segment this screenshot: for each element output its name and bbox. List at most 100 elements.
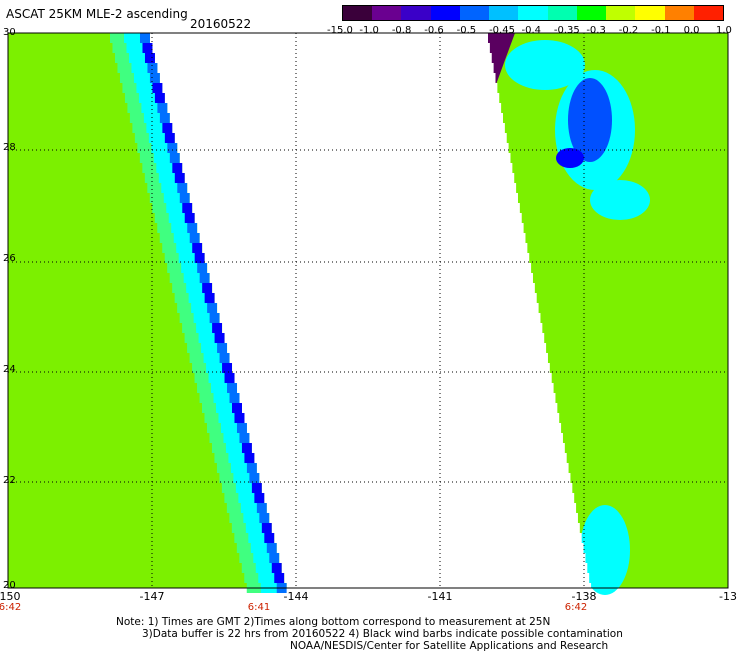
swath-band [169, 273, 192, 283]
colorbar-swatch [518, 6, 548, 20]
colorbar-swatch [430, 6, 460, 20]
swath-gap [460, 193, 518, 203]
swath-band [234, 413, 245, 423]
swath-gap [184, 173, 308, 183]
swath-band [226, 503, 249, 513]
swath-band [158, 173, 177, 183]
swath-gap [249, 433, 308, 443]
swath-band [164, 253, 187, 263]
swath-band [243, 513, 262, 523]
swath-gap [460, 113, 503, 123]
swath-right [460, 33, 728, 595]
swath-band [157, 103, 168, 113]
swath-band [127, 103, 150, 113]
swath-gap [271, 523, 308, 533]
swath-band [139, 153, 162, 163]
swath-gap [194, 213, 308, 223]
swath-gap [259, 473, 308, 483]
colorbar-swatch [401, 6, 431, 20]
swath-band [179, 313, 202, 323]
swath-band [157, 223, 180, 233]
swath-band [124, 93, 147, 103]
swath-band [159, 233, 182, 243]
swath-gap [460, 403, 558, 413]
x-tick-label: -150 [0, 590, 21, 603]
y-tick-label: 20 [3, 580, 16, 591]
swath-gap [460, 293, 537, 303]
colorbar-label: 0.0 [683, 25, 700, 36]
swath-band [218, 413, 237, 423]
swath-band [161, 183, 180, 193]
pass-time-label: 6:42 [564, 602, 588, 613]
x-tick-label: -13 [719, 590, 737, 603]
colorbar-swatch [635, 6, 665, 20]
swath-gap [460, 563, 588, 573]
swath-band [188, 293, 207, 303]
swath-gap [460, 413, 560, 423]
colorbar-label: -15.0 [327, 25, 353, 36]
colorbar-label: -0.35 [553, 25, 580, 36]
swath-band [202, 403, 224, 413]
swath-gap [460, 363, 550, 373]
swath-gap [202, 243, 308, 253]
swath-band [147, 183, 170, 193]
swath-band [232, 403, 242, 413]
swath-band [212, 323, 223, 333]
colorbar-label: -0.2 [618, 25, 639, 36]
swath-band [227, 383, 238, 393]
swath-band [211, 383, 230, 393]
swath-band [256, 503, 267, 513]
swath-band [213, 393, 232, 403]
swath-band [179, 193, 190, 203]
swath-gap [224, 333, 308, 343]
x-tick-label: -144 [283, 590, 309, 603]
y-tick-label: 22 [3, 475, 16, 486]
swath-gap [246, 423, 308, 433]
swath-band [206, 363, 225, 373]
swath-band [240, 503, 259, 513]
pass-time-label: 6:42 [0, 602, 22, 613]
swath-gap [177, 143, 308, 153]
swath-gap [460, 543, 584, 553]
swath-gap [264, 493, 308, 503]
swath-band [177, 183, 188, 193]
swath-gap [189, 193, 308, 203]
swath-band [244, 573, 267, 583]
y-tick-label: 26 [3, 253, 16, 264]
colorbar-label: -0.1 [651, 25, 671, 36]
swath-gap [159, 73, 308, 83]
swath-band [141, 103, 160, 113]
swath-band [172, 283, 195, 293]
swath-patch [556, 148, 584, 168]
swath-band [164, 133, 175, 143]
swath-gap [460, 183, 517, 193]
swath-gap [232, 363, 308, 373]
swath-band [224, 373, 235, 383]
swath-band [231, 523, 254, 533]
swath-band [133, 73, 152, 83]
swath-gap [460, 133, 507, 143]
swath-band [219, 473, 242, 483]
swath-band [173, 233, 192, 243]
swath-band [198, 333, 217, 343]
swath-gap [460, 223, 524, 233]
swath-gap [187, 183, 308, 193]
swath-band [250, 543, 269, 553]
swath-gap [169, 113, 308, 123]
swath-band [129, 113, 152, 123]
swath-band [162, 243, 185, 253]
swath-band [191, 303, 210, 313]
swath-patch [505, 40, 585, 90]
swath-band [202, 283, 213, 293]
swath-gap [460, 233, 526, 243]
swath-gap [227, 343, 308, 353]
swath-gap [222, 323, 308, 333]
swath-band [169, 153, 180, 163]
map-frame [7, 32, 729, 589]
swath-gap [244, 413, 308, 423]
swath-gap [460, 443, 565, 453]
swath-band [192, 243, 203, 253]
swath-band [148, 133, 167, 143]
map-title: ASCAT 25KM MLE-2 ascending [6, 7, 188, 21]
x-tick-label: -141 [427, 590, 453, 603]
